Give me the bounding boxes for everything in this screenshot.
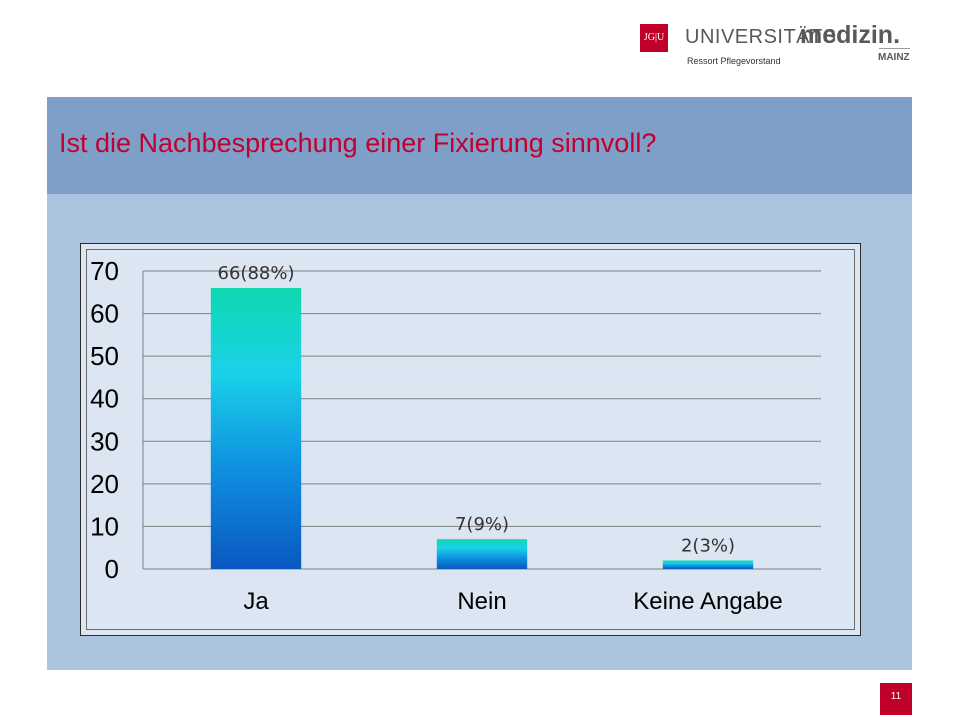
x-tick-label: Nein xyxy=(457,588,506,615)
y-tick-label: 40 xyxy=(90,384,119,414)
logo-subtitle: Ressort Pflegevorstand xyxy=(687,56,781,66)
bar xyxy=(210,288,302,569)
x-tick-label: Keine Angabe xyxy=(633,588,782,615)
y-tick-label: 70 xyxy=(90,256,119,286)
data-label: 66(88%) xyxy=(218,263,295,284)
page-number: 11 xyxy=(880,683,912,715)
chart-frame xyxy=(80,243,861,636)
y-tick-label: 0 xyxy=(105,554,119,584)
y-tick-label: 60 xyxy=(90,299,119,329)
data-label: 7(9%) xyxy=(455,514,509,535)
logo-mainz-text: MAINZ xyxy=(878,52,910,63)
logo-medizin-text: medizin. xyxy=(800,21,901,49)
logo-universitaets-text: UNIVERSITÄTS xyxy=(685,26,837,48)
bar xyxy=(662,560,754,569)
title-band xyxy=(47,97,912,194)
slide-title: Ist die Nachbesprechung einer Fixierung … xyxy=(59,128,657,158)
y-tick-label: 20 xyxy=(90,469,119,499)
jgu-logo-mark: JG|U xyxy=(640,24,668,52)
bar xyxy=(436,539,528,569)
chart-frame-inner xyxy=(86,249,855,630)
x-tick-label: Ja xyxy=(243,588,269,615)
y-tick-label: 10 xyxy=(90,511,119,541)
y-tick-label: 30 xyxy=(90,426,119,456)
data-label: 2(3%) xyxy=(681,535,735,556)
logo-divider xyxy=(879,48,910,49)
y-tick-label: 50 xyxy=(90,341,119,371)
